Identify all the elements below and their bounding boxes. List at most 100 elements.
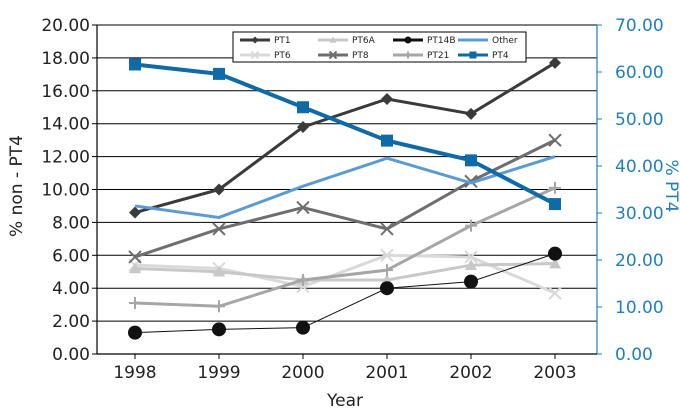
right-tick-label: 30.00 xyxy=(615,204,664,224)
legend-item-pt21: PT21 xyxy=(393,51,449,61)
left-tick-label: 10.00 xyxy=(41,181,90,201)
data-point xyxy=(212,222,226,236)
data-point xyxy=(213,67,225,80)
right-tick-label: 10.00 xyxy=(615,298,664,318)
legend-label: PT14B xyxy=(427,36,456,46)
left-tick-label: 0.00 xyxy=(52,345,90,365)
series-other xyxy=(134,155,556,219)
data-point xyxy=(297,101,309,114)
legend-item-pt14b: PT14B xyxy=(393,36,456,46)
data-point xyxy=(328,50,338,60)
data-point xyxy=(548,133,562,147)
legend-box xyxy=(232,31,527,63)
data-point xyxy=(213,183,225,196)
x-tick-label: 2002 xyxy=(449,363,492,383)
right-axis-ticks: 0.00 10.00 20.00 30.00 40.00 50.00 60.00 70.00 xyxy=(597,16,664,365)
left-tick-label: 20.00 xyxy=(41,16,90,36)
right-axis-label: % PT4 xyxy=(661,159,680,212)
data-point xyxy=(464,174,478,188)
right-tick-label: 70.00 xyxy=(615,16,664,36)
series-line xyxy=(134,61,556,214)
data-point xyxy=(465,219,477,232)
data-point xyxy=(129,58,141,71)
data-point xyxy=(129,206,141,219)
series-line xyxy=(134,186,556,308)
right-tick-label: 50.00 xyxy=(615,110,664,130)
series-pt21 xyxy=(129,181,561,313)
x-tick-label: 1998 xyxy=(113,363,156,383)
legend-label: PT6A xyxy=(352,36,376,46)
data-point xyxy=(464,250,478,264)
data-point xyxy=(465,154,477,167)
series-pt1 xyxy=(129,56,561,219)
data-point xyxy=(297,120,309,133)
data-point xyxy=(250,50,260,60)
data-point xyxy=(212,322,226,337)
data-point xyxy=(549,56,561,69)
data-point xyxy=(381,134,393,147)
series-pt14b xyxy=(128,246,562,340)
data-point xyxy=(549,181,561,194)
left-tick-label: 8.00 xyxy=(52,213,90,233)
series-line xyxy=(134,155,556,219)
data-point xyxy=(129,262,141,274)
legend-label: Other xyxy=(492,36,518,46)
left-axis-ticks: 0.00 2.00 4.00 6.00 8.00 10.00 12.00 14.00 16.00… xyxy=(41,16,97,365)
data-point xyxy=(251,36,259,44)
right-tick-label: 20.00 xyxy=(615,251,664,271)
data-point xyxy=(380,281,394,296)
legend-item-pt1: PT1 xyxy=(240,36,291,46)
left-tick-label: 12.00 xyxy=(41,148,90,168)
legend-item-other: Other xyxy=(458,36,518,46)
x-tick-label: 2003 xyxy=(533,363,576,383)
left-tick-label: 14.00 xyxy=(41,115,90,135)
legend-label: PT6 xyxy=(274,51,291,61)
legend-label: PT21 xyxy=(427,51,449,61)
legend-label: PT1 xyxy=(274,36,291,46)
x-axis-label: Year xyxy=(326,391,363,411)
left-axis-label: % non - PT4 xyxy=(7,135,27,237)
data-point xyxy=(404,51,412,59)
data-point xyxy=(296,200,310,215)
legend-item-pt6: PT6 xyxy=(240,50,291,61)
data-point xyxy=(549,198,561,211)
left-tick-label: 4.00 xyxy=(52,279,90,299)
x-tick-label: 1999 xyxy=(197,363,240,383)
data-point xyxy=(329,36,337,43)
series-line xyxy=(134,253,556,295)
data-point xyxy=(128,325,142,340)
data-point xyxy=(213,300,225,313)
series-line xyxy=(134,253,556,334)
data-point xyxy=(380,248,394,263)
left-tick-label: 18.00 xyxy=(41,49,90,69)
data-point xyxy=(549,257,561,269)
x-axis-ticks: 1998 1999 2000 2001 2002 2003 xyxy=(113,354,577,383)
data-point xyxy=(297,273,309,286)
x-tick-label: 2000 xyxy=(281,363,324,383)
data-point xyxy=(128,250,142,264)
data-point xyxy=(464,274,478,289)
data-point xyxy=(404,36,412,44)
data-point xyxy=(296,320,310,335)
data-point xyxy=(381,93,393,106)
legend-label: PT8 xyxy=(352,51,369,61)
legend-label: PT4 xyxy=(492,51,509,61)
right-tick-label: 60.00 xyxy=(615,63,664,83)
x-tick-label: 2001 xyxy=(365,363,408,383)
data-point xyxy=(548,286,562,300)
legend-item-pt4: PT4 xyxy=(458,51,509,61)
data-point xyxy=(213,265,225,277)
series-line xyxy=(134,138,556,259)
series-pt8 xyxy=(128,133,562,264)
data-point xyxy=(465,259,477,270)
left-tick-label: 6.00 xyxy=(52,246,90,266)
series-line xyxy=(134,62,556,206)
legend-item-pt6a: PT6A xyxy=(318,36,376,46)
legend: PT1 PT6 PT6A PT8 PT14B PT21 Other PT4 xyxy=(232,31,527,63)
series-lines xyxy=(128,56,562,340)
right-tick-label: 0.00 xyxy=(615,345,653,365)
legend-item-pt8: PT8 xyxy=(318,50,369,61)
data-point xyxy=(469,51,477,59)
right-tick-label: 40.00 xyxy=(615,157,664,177)
